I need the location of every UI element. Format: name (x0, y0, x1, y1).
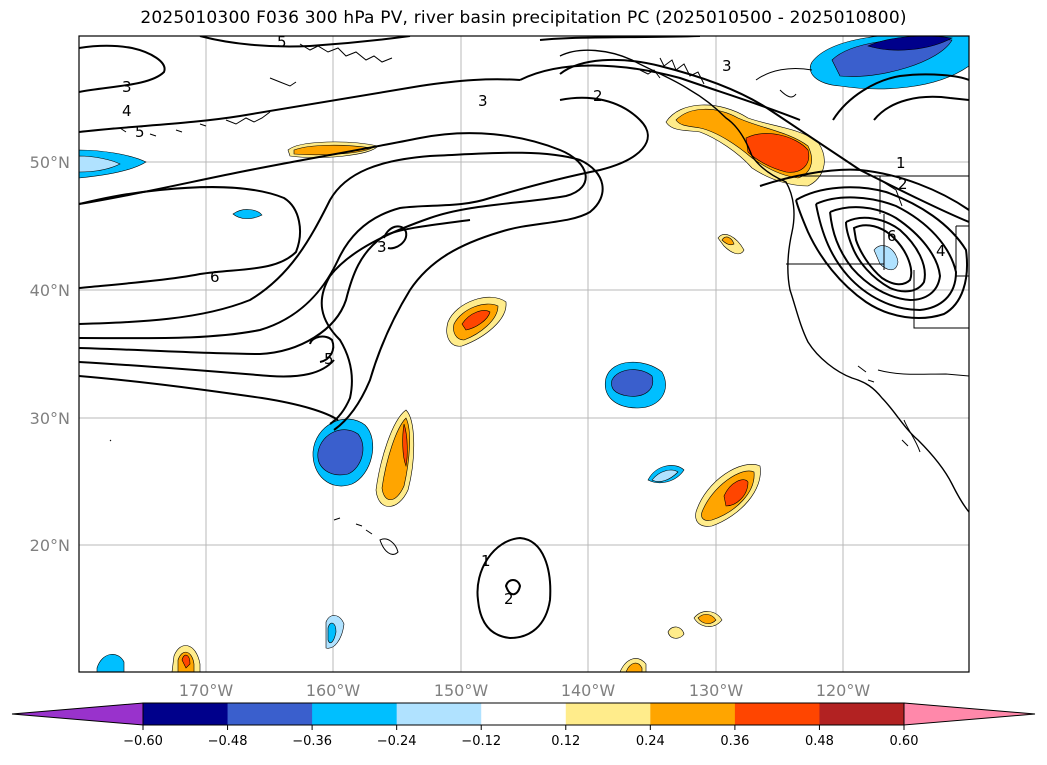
contour-label: 1 (896, 154, 906, 172)
contour-label: 3 (478, 92, 488, 110)
colorbar-tick-label: −0.36 (292, 734, 332, 749)
colorbar-tick-label: 0.12 (551, 734, 580, 749)
colorbar-tick-label: 0.60 (890, 734, 919, 749)
colorbar-ticks: −0.60 −0.48 −0.36 −0.24 −0.12 0.12 0.24 0.36 0.4… (123, 725, 918, 749)
contour-label: 2 (898, 175, 908, 193)
contour-label: 3 (122, 78, 132, 96)
lon-label-130w: 130°W (689, 681, 744, 700)
colorbar-extend-max (903, 702, 1036, 726)
contour-label: 6 (887, 227, 897, 245)
lon-label-160w: 160°W (306, 681, 361, 700)
colorbar-cell (481, 703, 567, 725)
colorbar-tick-label: 0.48 (805, 734, 834, 749)
colorbar-cell (143, 703, 229, 725)
contour-label: 1 (481, 552, 491, 570)
colorbar-tick-label: −0.60 (123, 734, 163, 749)
lon-label-170w: 170°W (179, 681, 234, 700)
precip-positive-areas (171, 104, 825, 672)
map-frame (78, 35, 970, 673)
gridlines (79, 36, 969, 672)
colorbar-tick-label: −0.24 (377, 734, 417, 749)
contour-label: 5 (324, 350, 334, 368)
colorbar-cell (396, 703, 482, 725)
lat-label-20n: 20°N (30, 536, 70, 555)
colorbar-cell (565, 703, 651, 725)
contour-label: 3 (722, 57, 732, 75)
lat-label-40n: 40°N (30, 281, 70, 300)
colorbar-extend-min (11, 702, 144, 726)
contour-label: 2 (504, 590, 514, 608)
lat-label-50n: 50°N (30, 153, 70, 172)
contour-label: 5 (135, 123, 145, 141)
contour-label: 4 (122, 102, 132, 120)
colorbar-cell (734, 703, 820, 725)
contour-label: 6 (210, 268, 220, 286)
latitude-labels: 50°N 40°N 30°N 20°N (30, 153, 70, 555)
pv-contour-labels: 5 3 4 5 3 2 3 1 2 6 4 3 6 5 1 2 (122, 33, 946, 608)
colorbar-tick-label: −0.12 (461, 734, 501, 749)
contour-label: 5 (277, 33, 287, 51)
precip-negative-areas (79, 36, 969, 672)
longitude-labels: 170°W 160°W 150°W 140°W 130°W 120°W (179, 681, 871, 700)
contour-label: 2 (593, 87, 603, 105)
colorbar-cells (143, 703, 905, 725)
contour-label: 4 (936, 242, 946, 260)
colorbar-frame (142, 702, 905, 726)
lon-label-120w: 120°W (816, 681, 871, 700)
colorbar-cell (227, 703, 313, 725)
colorbar-tick-label: −0.48 (208, 734, 248, 749)
pv-contours (79, 36, 969, 640)
coastlines (109, 43, 969, 555)
lat-label-30n: 30°N (30, 409, 70, 428)
contour-label: 3 (377, 238, 387, 256)
lon-label-150w: 150°W (434, 681, 489, 700)
colorbar-cell (650, 703, 736, 725)
colorbar-tick-label: 0.24 (636, 734, 665, 749)
map-title: 2025010300 F036 300 hPa PV, river basin … (140, 8, 907, 28)
colorbar: −0.60 −0.48 −0.36 −0.24 −0.12 0.12 0.24 0.36 0.4… (11, 702, 1036, 749)
lon-label-140w: 140°W (561, 681, 616, 700)
map-area: 5 3 4 5 3 2 3 1 2 6 4 3 6 5 1 2 (79, 33, 969, 672)
political-borders (786, 175, 969, 377)
colorbar-cell (819, 703, 905, 725)
colorbar-cell (312, 703, 398, 725)
colorbar-tick-label: 0.36 (720, 734, 749, 749)
